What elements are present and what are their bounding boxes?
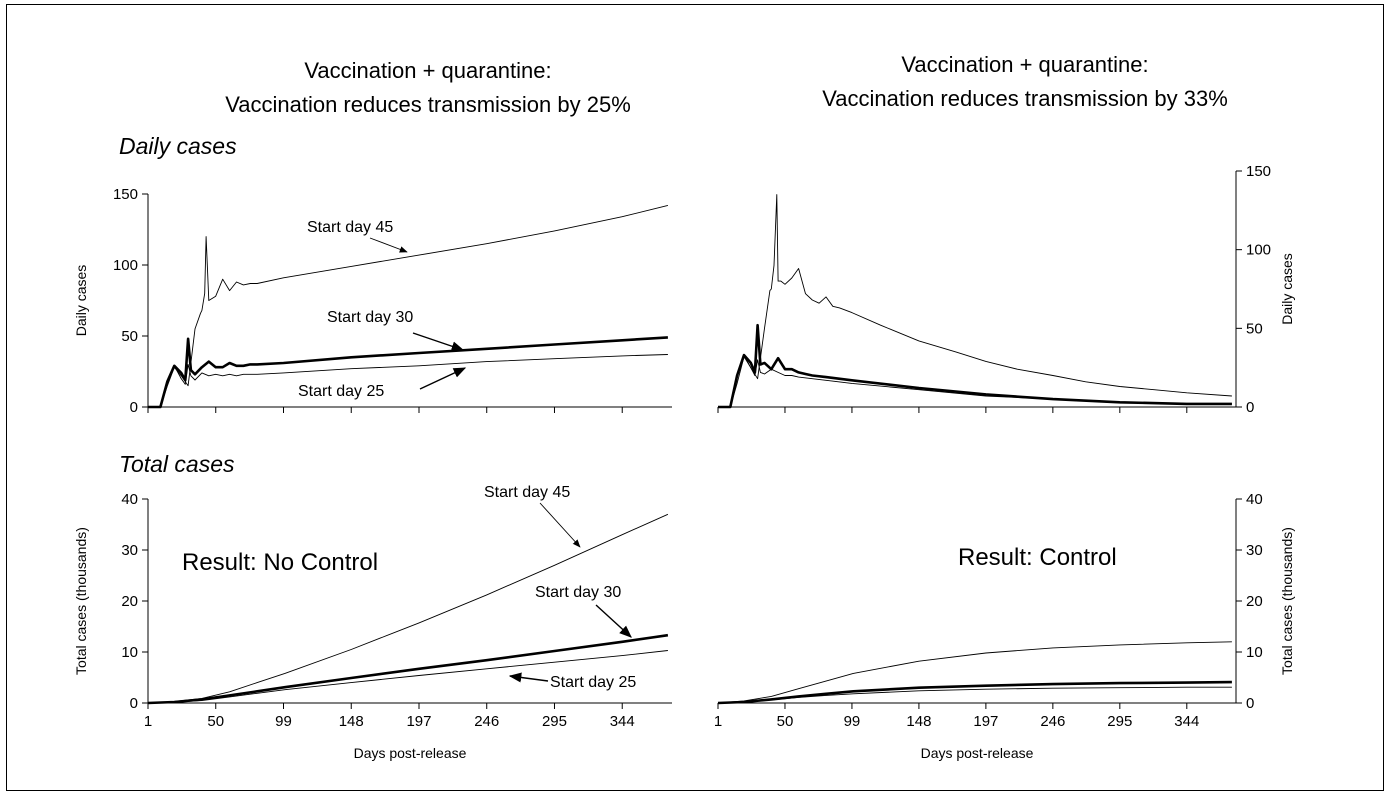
chart-panel-1: 0 50 100 150 Daily cases xyxy=(73,186,672,416)
series-annotation: Start day 45 xyxy=(307,219,393,236)
y-axis-label: Daily cases xyxy=(1279,253,1295,325)
series-annotation: Start day 30 xyxy=(535,584,621,601)
x-axis-label: Days post-release xyxy=(921,745,1034,761)
x-tick-label: 197 xyxy=(406,713,431,730)
right-title-line2: Vaccination reduces transmission by 33% xyxy=(822,86,1228,111)
x-tick-label: 1 xyxy=(714,713,722,730)
series-annotation: Start day 30 xyxy=(327,309,413,326)
y-tick-label: 150 xyxy=(113,186,138,203)
chart-panel-4: 1 50 99 148 197 246 295 344 0 10 20 30 40 Total cases… xyxy=(714,491,1295,761)
x-tick-label: 50 xyxy=(777,713,794,730)
y-tick-label: 100 xyxy=(1246,242,1271,259)
right-title-line1: Vaccination + quarantine: xyxy=(901,52,1148,77)
y-tick-label: 10 xyxy=(121,644,138,661)
series-line-1 xyxy=(718,194,1232,408)
x-tick-label: 344 xyxy=(610,713,635,730)
series-line-3 xyxy=(717,686,1232,704)
y-tick-label: 30 xyxy=(1246,542,1263,559)
y-tick-label: 20 xyxy=(121,593,138,610)
series-line-3 xyxy=(718,354,1232,408)
y-tick-label: 0 xyxy=(1246,399,1254,416)
series-line-2 xyxy=(717,680,1232,705)
x-tick-label: 246 xyxy=(1040,713,1065,730)
y-tick-label: 40 xyxy=(1246,491,1263,508)
x-tick-label: 99 xyxy=(275,713,292,730)
x-tick-label: 295 xyxy=(542,713,567,730)
right-result-label: Result: Control xyxy=(958,544,1117,571)
y-tick-label: 50 xyxy=(121,328,138,345)
x-tick-label: 99 xyxy=(844,713,861,730)
y-axis-label: Daily cases xyxy=(73,265,89,337)
figure-frame xyxy=(6,4,1384,791)
y-tick-label: 30 xyxy=(121,542,138,559)
annotation-arrow xyxy=(595,604,632,638)
x-tick-label: 295 xyxy=(1107,713,1132,730)
annotation-arrow xyxy=(539,502,581,548)
series-annotation: Start day 25 xyxy=(298,383,384,400)
series-line-3 xyxy=(148,354,668,408)
daily-section-label: Daily cases xyxy=(119,133,237,159)
y-tick-label: 0 xyxy=(130,399,138,416)
left-title-line1: Vaccination + quarantine: xyxy=(304,58,551,83)
x-axis-label: Days post-release xyxy=(354,745,467,761)
x-tick-label: 1 xyxy=(144,713,152,730)
series-line-2 xyxy=(147,633,669,705)
series-annotation: Start day 45 xyxy=(484,484,570,501)
x-tick-label: 50 xyxy=(207,713,224,730)
y-tick-label: 10 xyxy=(1246,644,1263,661)
x-tick-label: 246 xyxy=(474,713,499,730)
series-line-1 xyxy=(717,641,1232,704)
x-tick-label: 148 xyxy=(339,713,364,730)
annotation-arrow xyxy=(369,237,408,253)
chart-panel-3: 1 50 99 148 197 246 295 344 0 10 20 30 40 Total cases… xyxy=(73,491,672,761)
y-tick-label: 0 xyxy=(1246,695,1254,712)
left-result-label: Result: No Control xyxy=(182,549,378,576)
total-section-label: Total cases xyxy=(119,451,235,477)
x-tick-label: 197 xyxy=(973,713,998,730)
x-tick-label: 344 xyxy=(1174,713,1199,730)
y-axis-label: Total cases (thousands) xyxy=(73,527,89,675)
chart-panel-2: 0 50 100 150 Daily cases xyxy=(717,163,1295,416)
series-line-2 xyxy=(148,336,668,409)
annotation-arrow xyxy=(419,367,467,390)
y-tick-label: 100 xyxy=(113,257,138,274)
series-line-2 xyxy=(718,323,1232,409)
y-tick-label: 0 xyxy=(130,695,138,712)
left-title-line2: Vaccination reduces transmission by 25% xyxy=(225,92,631,117)
x-tick-label: 148 xyxy=(906,713,931,730)
series-annotation: Start day 25 xyxy=(550,674,636,691)
annotation-arrow xyxy=(412,332,465,352)
series-line-1 xyxy=(148,204,669,408)
series-line-3 xyxy=(147,650,668,704)
annotation-arrow xyxy=(508,672,549,683)
y-tick-label: 150 xyxy=(1246,163,1271,180)
y-tick-label: 40 xyxy=(121,491,138,508)
y-tick-label: 50 xyxy=(1246,320,1263,337)
y-axis-label: Total cases (thousands) xyxy=(1279,527,1295,675)
y-tick-label: 20 xyxy=(1246,593,1263,610)
